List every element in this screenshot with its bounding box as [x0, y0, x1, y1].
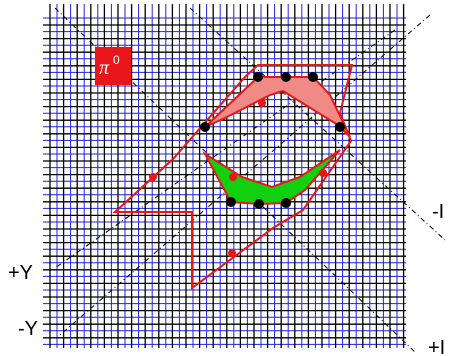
diagonal-axis-3: [59, 14, 431, 336]
diagonal-axis-2: [189, 7, 446, 241]
label-minus-right: -I: [432, 201, 444, 223]
dot-black: [200, 122, 210, 132]
dot-red: [149, 173, 157, 181]
label-minus-y: -Y: [18, 318, 38, 340]
dot-black: [254, 199, 264, 209]
dot-black: [308, 72, 318, 82]
particle-badge: π 0: [95, 47, 131, 85]
black-dots: [200, 72, 345, 209]
badge-box: [95, 47, 131, 85]
dot-red: [229, 173, 237, 181]
label-plus-y: +Y: [8, 262, 33, 284]
dot-black: [253, 72, 263, 82]
dot-black: [281, 72, 291, 82]
red-dots: [149, 99, 327, 257]
outer-outline: [112, 64, 354, 290]
dot-red: [228, 249, 236, 257]
lower-band: [202, 149, 341, 206]
badge-superscript: 0: [113, 53, 120, 67]
badge-symbol: π: [99, 57, 110, 79]
dot-red: [258, 99, 266, 107]
dot-black: [226, 197, 236, 207]
dot-black: [335, 122, 345, 132]
diagonal-axis-4: [54, 29, 396, 269]
label-plus-right: +I: [428, 337, 445, 356]
dot-red: [319, 169, 327, 177]
black-grid: [43, 4, 406, 348]
dot-black: [281, 198, 291, 208]
